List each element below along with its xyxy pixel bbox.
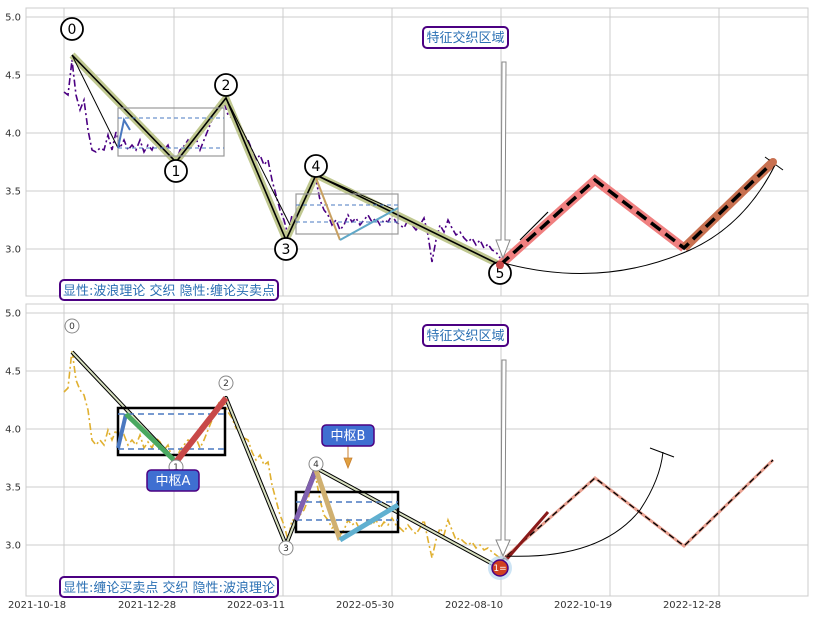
bottom-arc — [504, 451, 664, 557]
bottom-corner-label-text: 显性:缠论买卖点 交织 隐性:波浪理论 — [63, 580, 275, 596]
wave-marker-label: 4 — [312, 159, 321, 175]
bottom-price-series — [63, 349, 501, 559]
top-corner-label-text: 显性:波浪理论 交织 隐性:缠论买卖点 — [63, 283, 275, 299]
x-tick-label: 2022-05-30 — [336, 600, 394, 611]
top-projection-tick — [519, 211, 549, 241]
top-end-dot — [496, 261, 504, 269]
bottom-zhongshu-b-text: 中枢B — [331, 429, 366, 444]
wave-marker-circle — [60, 17, 84, 41]
bottom-region-label-text: 特征交织区域 — [426, 328, 504, 344]
wave-marker-circle — [491, 559, 509, 577]
y-tick-label: 5.0 — [5, 13, 21, 24]
bottom-arc-cap — [649, 447, 675, 458]
wave-marker-circle — [64, 318, 80, 334]
bottom-projection-tick — [504, 511, 550, 561]
top-wave-subleg — [71, 54, 119, 149]
bottom-leg-red — [173, 396, 229, 464]
wave-marker-label: 1 — [172, 164, 181, 180]
top-leg-tan — [315, 177, 341, 241]
wave-marker-label: 4 — [313, 460, 319, 470]
top-region-label-text: 特征交织区域 — [426, 30, 504, 46]
bottom-zhongshu-b-arrow — [343, 446, 353, 470]
wave-marker-label: 3 — [283, 544, 289, 554]
bottom-zhongshu-b-label: 中枢B — [321, 424, 375, 447]
y-tick-label: 3.5 — [5, 187, 21, 198]
wave-marker-label: 3 — [282, 242, 291, 258]
wave-marker-label: 2 — [222, 78, 231, 94]
top-arc — [499, 164, 776, 275]
x-tick-label: 2021-10-18 — [8, 600, 66, 611]
bottom-leg-blue — [116, 413, 128, 449]
top-wave-line — [71, 54, 501, 266]
bottom-zhongshu-a-text: 中枢A — [156, 474, 191, 489]
top-wave-subleg — [225, 97, 291, 226]
top-projection-end-dot — [769, 158, 777, 166]
top-corner-label: 显性:波浪理论 交织 隐性:缠论买卖点 — [59, 279, 279, 301]
wave-marker-label: 2 — [223, 379, 229, 389]
bottom-leg-tan — [313, 469, 343, 541]
top-leg-teal — [339, 207, 399, 241]
wave-marker-label: 5 — [496, 266, 505, 282]
bottom-projection-dashed — [499, 459, 774, 563]
wave-marker-label: 1= — [493, 564, 506, 574]
top-wave-subleg — [315, 174, 396, 211]
wave-marker-circle — [218, 375, 234, 391]
bottom-leg-teal — [338, 502, 400, 543]
y-tick-label: 4.0 — [5, 129, 21, 140]
bottom-panel: 5.0 4.5 4.0 3.5 3.0 2021-10-18 2021-12-28 2022… — [5, 303, 809, 611]
top-panel: 5.0 4.5 4.0 3.5 3.0 0 1 2 3 4 5 — [5, 7, 809, 301]
top-down-arrow — [495, 61, 511, 260]
y-tick-label: 3.0 — [5, 245, 21, 256]
x-tick-label: 2022-03-11 — [227, 600, 285, 611]
bottom-zhongshu-box-b — [294, 490, 400, 534]
x-tick-label: 2022-10-19 — [554, 600, 612, 611]
y-tick-label: 4.0 — [5, 425, 21, 436]
top-y-axis: 5.0 4.5 4.0 3.5 3.0 — [5, 13, 21, 256]
y-tick-label: 5.0 — [5, 309, 21, 320]
wave-marker-label: 0 — [69, 322, 75, 332]
y-tick-label: 3.5 — [5, 483, 21, 494]
wave-marker-circle — [308, 456, 324, 472]
wave-marker-circle — [304, 154, 328, 178]
x-tick-label: 2021-12-28 — [118, 600, 176, 611]
bottom-y-axis: 5.0 4.5 4.0 3.5 3.0 — [5, 309, 21, 552]
top-region-label: 特征交织区域 — [422, 26, 509, 49]
wave-marker-circle — [278, 540, 294, 556]
wave-marker-circle — [164, 159, 188, 183]
x-tick-label: 2022-12-28 — [663, 600, 721, 611]
wave-marker-label: 0 — [68, 22, 77, 38]
y-tick-label: 4.5 — [5, 71, 21, 82]
top-leg-blue — [117, 117, 131, 149]
x-tick-label: 2022-08-10 — [445, 600, 503, 611]
bottom-leg-purple — [293, 469, 319, 521]
top-zhongshu-box-a — [117, 107, 225, 157]
bottom-wave-markers: 0 1 2 3 4 1= — [64, 318, 512, 580]
bottom-down-arrow — [495, 359, 511, 558]
y-tick-label: 3.0 — [5, 541, 21, 552]
wave-marker-label: 1 — [173, 463, 179, 473]
top-projection-dashed — [498, 160, 775, 267]
bottom-zhongshu-a-label: 中枢A — [146, 469, 200, 492]
wave-marker-circle — [214, 73, 238, 97]
top-zhongshu-box-b — [295, 193, 399, 235]
bottom-region-label: 特征交织区域 — [422, 324, 509, 347]
bottom-x-axis: 2021-10-18 2021-12-28 2022-03-11 2022-05-30… — [8, 600, 721, 611]
bottom-corner-label: 显性:缠论买卖点 交织 隐性:波浪理论 — [59, 576, 279, 598]
wave-marker-circle — [274, 237, 298, 261]
top-wave-markers: 0 1 2 3 4 5 — [60, 17, 777, 285]
y-tick-label: 4.5 — [5, 367, 21, 378]
bottom-leg-green — [124, 412, 178, 464]
